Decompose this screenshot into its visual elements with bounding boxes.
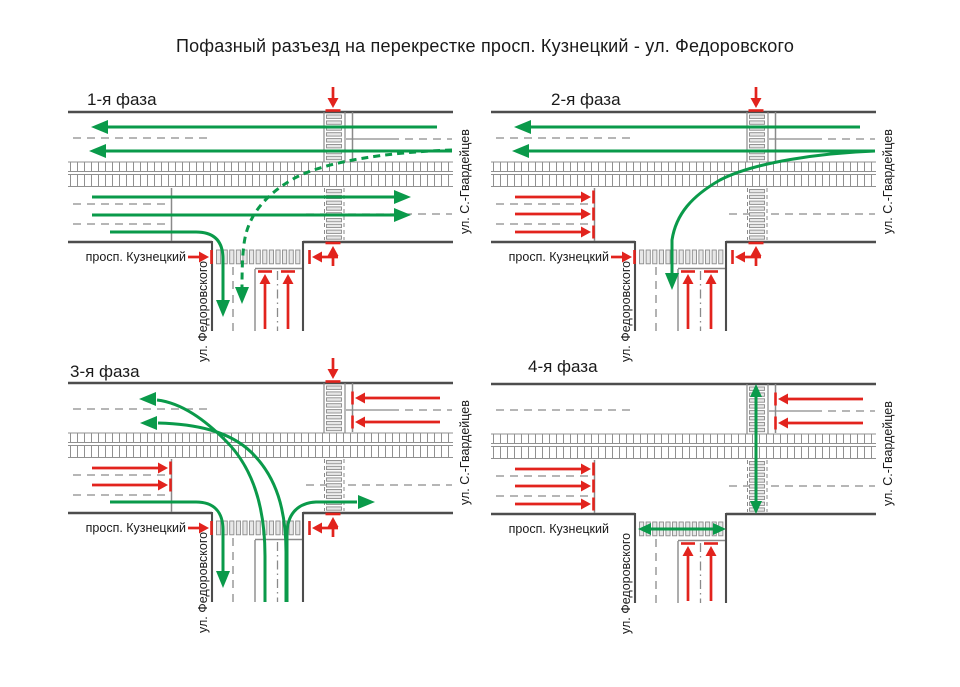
phase-3-road-base bbox=[68, 381, 453, 602]
phase-1-title: 1-я фаза bbox=[87, 90, 157, 109]
phase-2-blocked-movement-11 bbox=[515, 207, 595, 221]
phase-4-title: 4-я фаза bbox=[528, 357, 598, 376]
page-title: Пофазный разъезд на перекрестке просп. К… bbox=[176, 36, 794, 56]
phase-4-blocked-movement-4 bbox=[515, 479, 595, 493]
phase-3-allowed-movement-1 bbox=[139, 392, 267, 602]
street-label-kuznetsky: просп. Кузнецкий bbox=[86, 521, 186, 535]
street-label-gvardeytsev: ул. С.-Гвардейцев bbox=[458, 129, 472, 234]
phase-1-blocked-movement-8 bbox=[188, 250, 213, 264]
phase-4-blocked-movement-8 bbox=[681, 542, 695, 601]
phase-3-blocked-movement-10 bbox=[351, 415, 440, 429]
phase-1-blocked-movement-7 bbox=[325, 87, 341, 112]
street-label-gvardeytsev: ул. С.-Гвардейцев bbox=[881, 129, 895, 234]
street-label-fedorovskogo: ул. Федоровского bbox=[619, 533, 633, 634]
street-label-gvardeytsev: ул. С.-Гвардейцев bbox=[458, 400, 472, 505]
phase-3-blocked-movement-12 bbox=[92, 478, 172, 492]
phase-1-allowed-movement-6 bbox=[235, 148, 453, 304]
phase-1-allowed-movement-3 bbox=[92, 190, 411, 204]
phase-3-blocked-movement-6 bbox=[188, 521, 213, 535]
phase-1-blocked-movement-10 bbox=[325, 241, 341, 266]
phase-3-blocked-movement-8 bbox=[325, 512, 341, 537]
phase-2-allowed-movement-2 bbox=[512, 144, 875, 158]
phase-3-blocked-movement-11 bbox=[92, 461, 172, 475]
phase-3-title: 3-я фаза bbox=[70, 362, 140, 381]
phase-2-road-base bbox=[491, 110, 876, 331]
phase-2-blocked-movement-4 bbox=[748, 87, 764, 112]
street-label-fedorovskogo: ул. Федоровского bbox=[196, 261, 210, 362]
phase-1-blocked-movement-9 bbox=[308, 250, 338, 264]
phase-2-title: 2-я фаза bbox=[551, 90, 621, 109]
street-label-fedorovskogo: ул. Федоровского bbox=[619, 261, 633, 362]
phase-1-allowed-movement-2 bbox=[89, 144, 452, 158]
street-label-fedorovskogo: ул. Федоровского bbox=[196, 532, 210, 633]
street-label-kuznetsky: просп. Кузнецкий bbox=[509, 522, 609, 536]
phase-3-blocked-movement-7 bbox=[308, 521, 338, 535]
phase-2-blocked-movement-9 bbox=[704, 270, 718, 329]
phase-4-allowed-movement-2 bbox=[638, 523, 726, 535]
phase-2-blocked-movement-10 bbox=[515, 190, 595, 204]
phase-2-allowed-movement-3 bbox=[665, 149, 876, 290]
phase-2-blocked-movement-12 bbox=[515, 225, 595, 239]
phase-1-road-base bbox=[68, 110, 453, 331]
street-label-kuznetsky: просп. Кузнецкий bbox=[509, 250, 609, 264]
phase-3-blocked-movement-5 bbox=[325, 358, 341, 383]
phase-1-blocked-movement-11 bbox=[258, 270, 272, 329]
phases-root: 1-я фаза просп. Кузнецкий ул. Федоровского… bbox=[68, 87, 895, 634]
phase-1-blocked-movement-12 bbox=[281, 270, 295, 329]
phase-2-allowed-movement-1 bbox=[514, 120, 860, 134]
phase-4-blocked-movement-5 bbox=[515, 497, 595, 511]
phase-1-diagram: 1-я фаза просп. Кузнецкий ул. Федоровского… bbox=[68, 87, 472, 362]
phase-4-blocked-movement-9 bbox=[704, 542, 718, 601]
phase-1-allowed-movement-5 bbox=[110, 230, 230, 317]
phase-3-blocked-movement-9 bbox=[351, 391, 440, 405]
phase-1-allowed-movement-4 bbox=[92, 208, 411, 222]
phase-4-blocked-movement-7 bbox=[774, 416, 863, 430]
street-label-gvardeytsev: ул. С.-Гвардейцев bbox=[881, 401, 895, 506]
phase-2-diagram: 2-я фаза просп. Кузнецкий ул. Федоровского… bbox=[491, 87, 895, 362]
phase-2-blocked-movement-7 bbox=[748, 241, 764, 266]
phase-3-allowed-movement-2 bbox=[140, 416, 288, 602]
phase-4-allowed-movement-1 bbox=[750, 384, 762, 514]
phase-4-diagram: 4-я фаза просп. Кузнецкий ул. Федоровского… bbox=[491, 357, 895, 634]
phase-2-blocked-movement-6 bbox=[731, 250, 761, 264]
street-label-kuznetsky: просп. Кузнецкий bbox=[86, 250, 186, 264]
phase-1-allowed-movement-1 bbox=[91, 120, 437, 134]
phase-3-allowed-movement-3 bbox=[285, 495, 375, 602]
phase-3-allowed-movement-4 bbox=[110, 500, 230, 588]
phase-4-blocked-movement-3 bbox=[515, 462, 595, 476]
phase-4-road-base bbox=[491, 382, 876, 603]
phase-4-blocked-movement-6 bbox=[774, 392, 863, 406]
phase-3-diagram: 3-я фаза просп. Кузнецкий ул. Федоровского… bbox=[68, 358, 472, 633]
phase-2-blocked-movement-8 bbox=[681, 270, 695, 329]
phase-2-blocked-movement-5 bbox=[611, 250, 636, 264]
